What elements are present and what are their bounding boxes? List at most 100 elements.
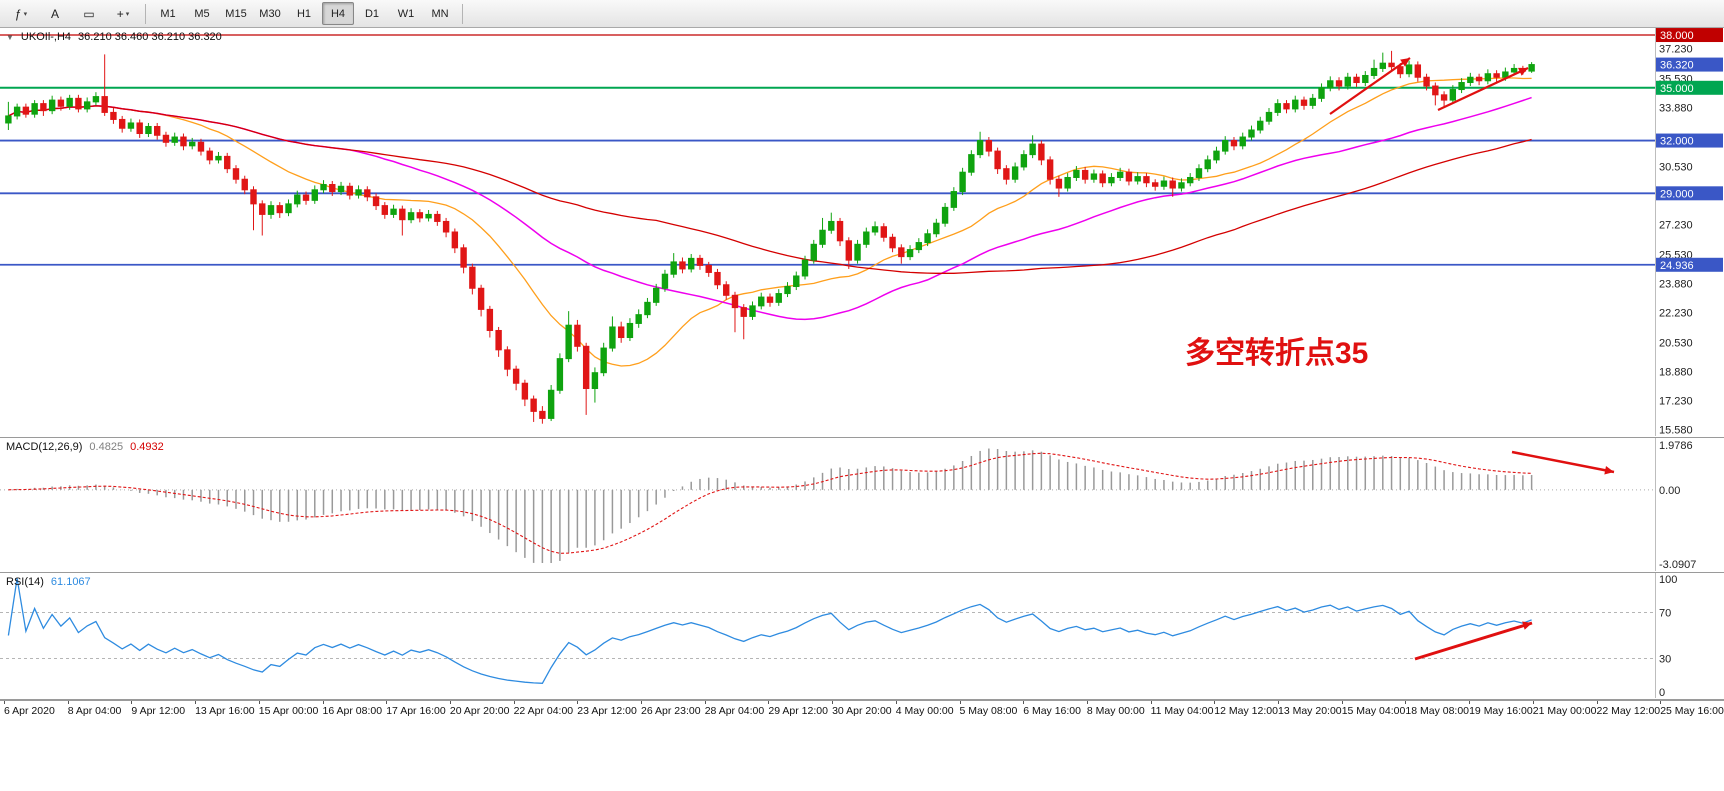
objects-button[interactable]: ▭ <box>73 2 105 25</box>
time-tick <box>322 701 324 704</box>
svg-text:15.580: 15.580 <box>1659 424 1693 436</box>
time-label: 25 May 16:00 <box>1660 705 1724 717</box>
svg-text:24.936: 24.936 <box>1660 260 1694 272</box>
toolbar-separator <box>145 3 146 24</box>
svg-text:36.320: 36.320 <box>1660 60 1694 72</box>
toolbar-separator <box>462 3 463 24</box>
time-tick <box>959 701 961 704</box>
svg-text:18.880: 18.880 <box>1659 366 1693 378</box>
svg-text:100: 100 <box>1659 574 1677 586</box>
time-tick <box>1660 701 1662 704</box>
timeframe-button-M30[interactable]: M30 <box>259 7 281 20</box>
svg-text:37.230: 37.230 <box>1659 44 1693 56</box>
time-tick <box>1086 701 1088 704</box>
svg-text:-3.0907: -3.0907 <box>1659 559 1696 571</box>
time-label: 22 Apr 04:00 <box>513 705 574 717</box>
timeframe-button-MN[interactable]: MN <box>431 7 449 20</box>
time-label: 15 May 04:00 <box>1341 705 1406 717</box>
text-tool-icon: A <box>50 6 59 21</box>
time-tick <box>386 701 388 704</box>
time-label: 11 May 04:00 <box>1150 705 1214 717</box>
chevron-down-icon: ▾ <box>125 10 130 18</box>
time-label: 8 Apr 04:00 <box>67 705 122 717</box>
time-label: 6 May 16:00 <box>1023 705 1081 717</box>
time-label: 22 May 12:00 <box>1596 705 1661 717</box>
price-chart-canvas[interactable]: 37.23035.53033.88030.53027.23025.53023.8… <box>0 28 1724 436</box>
time-tick <box>1532 701 1534 704</box>
time-tick <box>832 701 834 704</box>
time-label: 20 Apr 20:00 <box>449 705 510 717</box>
time-label: 6 Apr 2020 <box>4 705 55 717</box>
time-label: 4 May 00:00 <box>895 705 954 717</box>
time-label: 8 May 00:00 <box>1086 705 1145 717</box>
timeframe-button-H4[interactable]: H4 <box>322 2 354 25</box>
time-tick <box>449 701 451 704</box>
time-tick <box>895 701 897 704</box>
svg-text:32.000: 32.000 <box>1660 136 1694 148</box>
time-label: 21 May 00:00 <box>1532 705 1597 717</box>
time-tick <box>195 701 197 704</box>
svg-text:33.880: 33.880 <box>1659 102 1693 114</box>
macd-canvas[interactable]: 1.9786 0.00 -3.0907 <box>0 438 1724 571</box>
timeframe-button-D1[interactable]: D1 <box>364 7 380 20</box>
timeframe-button-M5[interactable]: M5 <box>194 7 210 20</box>
time-tick <box>641 701 642 704</box>
svg-text:29.000: 29.000 <box>1660 188 1694 200</box>
crosshair-button[interactable]: + ▾ <box>107 2 139 25</box>
time-tick <box>768 701 770 704</box>
time-tick <box>1278 701 1279 704</box>
time-tick <box>577 701 579 704</box>
timeframe-button-M15[interactable]: M15 <box>225 7 247 20</box>
time-label: 30 Apr 20:00 <box>832 705 892 717</box>
time-label: 23 Apr 12:00 <box>577 705 637 717</box>
time-tick <box>513 701 515 704</box>
time-tick <box>131 701 133 704</box>
time-tick <box>1405 701 1407 704</box>
time-label: 9 Apr 12:00 <box>131 705 186 717</box>
crosshair-icon: + <box>116 6 124 21</box>
time-label: 16 Apr 08:00 <box>322 705 383 717</box>
svg-text:23.880: 23.880 <box>1659 278 1693 290</box>
svg-text:1.9786: 1.9786 <box>1659 440 1693 452</box>
time-label: 26 Apr 23:00 <box>641 705 701 717</box>
empty-area <box>0 719 1724 791</box>
indicators-button[interactable]: ƒ ▾ <box>5 2 37 25</box>
time-tick <box>67 701 69 704</box>
svg-text:30: 30 <box>1659 654 1671 666</box>
objects-icon: ▭ <box>83 6 95 21</box>
timeframe-button-W1[interactable]: W1 <box>397 7 415 20</box>
svg-text:22.230: 22.230 <box>1659 307 1693 319</box>
svg-text:35.000: 35.000 <box>1660 83 1694 95</box>
time-tick <box>1341 701 1343 704</box>
time-label: 19 May 16:00 <box>1469 705 1533 717</box>
svg-text:0.00: 0.00 <box>1659 485 1680 497</box>
indicators-icon: ƒ <box>14 6 22 21</box>
timeframe-button-M1[interactable]: M1 <box>160 7 176 20</box>
macd-panel: 1.9786 0.00 -3.0907 MACD(12,26,9) 0.4825 0… <box>0 438 1724 573</box>
time-label: 13 May 20:00 <box>1278 705 1342 717</box>
text-tool-button[interactable]: A <box>39 2 71 25</box>
svg-text:20.530: 20.530 <box>1659 337 1693 349</box>
time-label: 18 May 08:00 <box>1405 705 1470 717</box>
svg-text:70: 70 <box>1659 608 1671 620</box>
svg-text:27.230: 27.230 <box>1659 219 1693 231</box>
toolbar: ƒ ▾ A ▭ + ▾ M1 M5 M15 M30 H1 H4 D1 W1 MN <box>0 0 1724 28</box>
time-tick <box>1214 701 1216 704</box>
time-tick <box>1469 701 1471 704</box>
time-tick <box>4 701 5 704</box>
time-axis[interactable]: 6 Apr 2020 8 Apr 04:00 9 Apr 12:00 13 Apr 1… <box>0 700 1724 719</box>
svg-text:多空转折点35: 多空转折点35 <box>1185 337 1368 370</box>
time-label: 13 Apr 16:00 <box>195 705 255 717</box>
time-tick <box>1150 701 1152 704</box>
svg-text:25.530: 25.530 <box>1659 249 1693 261</box>
rsi-canvas[interactable]: 100 70 30 0 <box>0 573 1724 698</box>
time-label: 28 Apr 04:00 <box>704 705 765 717</box>
time-label: 15 Apr 00:00 <box>258 705 319 717</box>
time-label: 17 Apr 16:00 <box>386 705 446 717</box>
time-tick <box>1596 701 1598 704</box>
time-label: 5 May 08:00 <box>959 705 1018 717</box>
time-tick <box>258 701 260 704</box>
chevron-down-icon: ▾ <box>23 10 28 18</box>
price-chart-panel: 37.230 35.530 33.880 30.530 27.230 25.530 23.8… <box>0 28 1724 438</box>
timeframe-button-H1[interactable]: H1 <box>296 7 312 20</box>
